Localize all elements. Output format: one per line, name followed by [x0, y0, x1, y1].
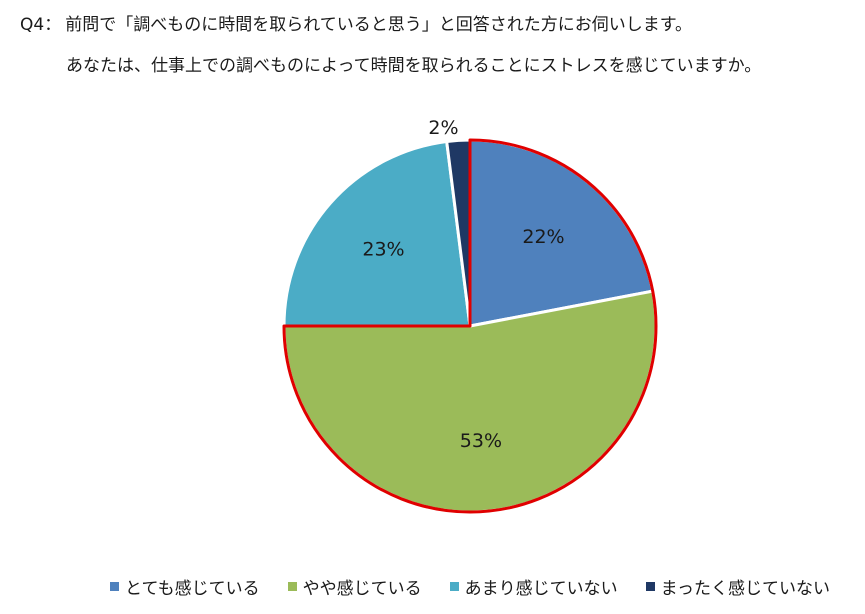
data-label-4: 2% — [428, 117, 458, 139]
question-number: Q4： — [20, 15, 62, 35]
highlight-outline — [282, 138, 658, 514]
question-subtext: あなたは、仕事上での調べものによって時間を取られることにストレスを感じていますか… — [66, 56, 762, 76]
data-label-1: 22% — [522, 226, 564, 248]
legend-swatch — [287, 582, 297, 591]
legend-label: とても感じている — [125, 579, 260, 599]
legend-label: やや感じている — [302, 579, 422, 599]
legend-label: あまり感じていない — [464, 579, 618, 599]
pie-slice-3 — [282, 139, 472, 328]
data-label-2: 53% — [460, 430, 502, 452]
legend-swatch — [110, 582, 119, 591]
data-label-3: 23% — [362, 239, 404, 261]
legend-swatch — [449, 582, 459, 591]
legend-label: まったく感じていない — [660, 579, 830, 599]
legend-swatch — [645, 582, 655, 591]
question-text: 前問で「調べものに時間を取られていると思う」と回答された方にお伺いします。 — [65, 15, 692, 35]
question-title: Q4： 前問で「調べものに時間を取られていると思う」と回答された方にお伺いします。 — [20, 10, 692, 35]
legend-item-3: あまり感じていない — [449, 574, 618, 599]
legend-item-1: とても感じている — [110, 574, 260, 599]
legend-item-4: まったく感じていない — [645, 574, 830, 599]
legend-item-2: やや感じている — [287, 574, 422, 599]
chart-legend: とても感じている やや感じている あまり感じていない まったく感じていない — [110, 574, 830, 599]
